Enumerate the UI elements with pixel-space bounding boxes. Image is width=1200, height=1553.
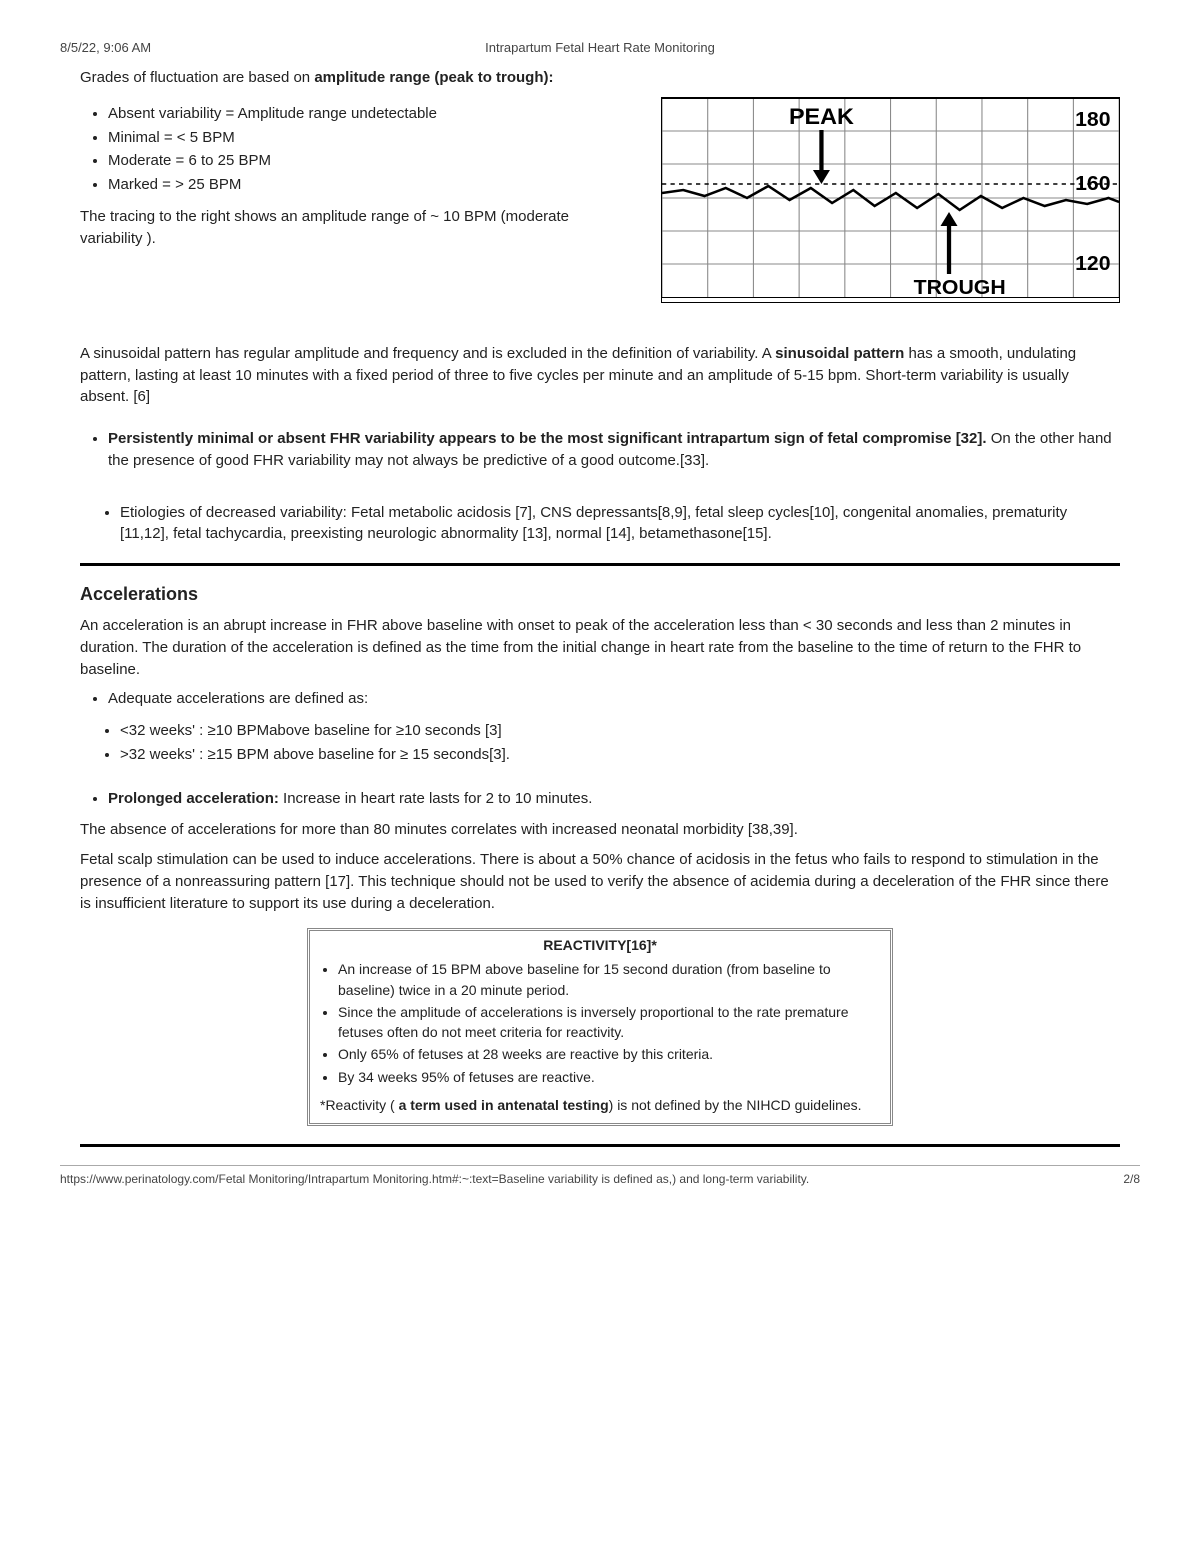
footer-page-number: 2/8 [1123,1172,1140,1186]
page-header: 8/5/22, 9:06 AM Intrapartum Fetal Heart … [60,40,1140,55]
etiologies-item: Etiologies of decreased variability: Fet… [120,502,1120,546]
svg-text:PEAK: PEAK [789,103,855,128]
text-bold: a term used in antenatal testing [399,1097,609,1113]
text-bold: Persistently minimal or absent FHR varia… [108,430,987,447]
variability-grades-list: Absent variability = Amplitude range und… [80,103,631,196]
header-title: Intrapartum Fetal Heart Rate Monitoring [420,40,780,55]
svg-text:TROUGH: TROUGH [914,276,1006,297]
intro-line: Grades of fluctuation are based on ampli… [80,67,1120,89]
document-body: Grades of fluctuation are based on ampli… [60,67,1140,1147]
list-item: Absent variability = Amplitude range und… [108,103,631,125]
reactivity-title: REACTIVITY[16]* [320,937,880,953]
list-item: <32 weeks' : ≥10 BPMabove baseline for ≥… [120,720,1120,742]
absence-line: The absence of accelerations for more th… [80,819,1120,841]
section-divider [80,563,1120,566]
list-item: Only 65% of fetuses at 28 weeks are reac… [338,1044,880,1064]
prolonged-item: Prolonged acceleration: Increase in hear… [108,788,1120,810]
acceleration-definition: An acceleration is an abrupt increase in… [80,615,1120,680]
text-bold: sinusoidal pattern [775,345,904,362]
reactivity-footnote: *Reactivity ( a term used in antenatal t… [320,1097,880,1113]
text-span: Increase in heart rate lasts for 2 to 10… [279,790,593,807]
section-divider [80,1144,1120,1147]
list-item: >32 weeks' : ≥15 BPM above baseline for … [120,744,1120,766]
text-bold: Prolonged acceleration: [108,790,279,807]
text-span: *Reactivity ( [320,1097,399,1113]
adequate-intro: Adequate accelerations are defined as: [108,688,1120,710]
intro-pre: Grades of fluctuation are based on [80,69,314,86]
list-item: An increase of 15 BPM above baseline for… [338,959,880,1000]
list-item: By 34 weeks 95% of fetuses are reactive. [338,1067,880,1087]
list-item: Minimal = < 5 BPM [108,127,631,149]
reactivity-box: REACTIVITY[16]* An increase of 15 BPM ab… [307,928,893,1126]
fhr-tracing-chart: 180 160 120 PEAK TROUGH [661,97,1120,303]
compromise-paragraph: Persistently minimal or absent FHR varia… [108,428,1120,472]
sinusoidal-paragraph: A sinusoidal pattern has regular amplitu… [80,343,1120,408]
svg-text:120: 120 [1075,252,1110,274]
intro-bold: amplitude range (peak to trough): [314,69,553,86]
footer-url: https://www.perinatology.com/Fetal Monit… [60,1172,809,1186]
svg-text:160: 160 [1075,172,1110,194]
list-item: Since the amplitude of accelerations is … [338,1002,880,1043]
page-footer: https://www.perinatology.com/Fetal Monit… [60,1165,1140,1186]
accelerations-heading: Accelerations [80,584,1120,605]
svg-text:180: 180 [1075,108,1110,130]
list-item: Moderate = 6 to 25 BPM [108,150,631,172]
tracing-note: The tracing to the right shows an amplit… [80,206,631,250]
list-item: Marked = > 25 BPM [108,174,631,196]
text-span: ) is not defined by the NIHCD guidelines… [609,1097,862,1113]
header-timestamp: 8/5/22, 9:06 AM [60,40,420,55]
scalp-stim-paragraph: Fetal scalp stimulation can be used to i… [80,849,1120,914]
text-span: A sinusoidal pattern has regular amplitu… [80,345,775,362]
